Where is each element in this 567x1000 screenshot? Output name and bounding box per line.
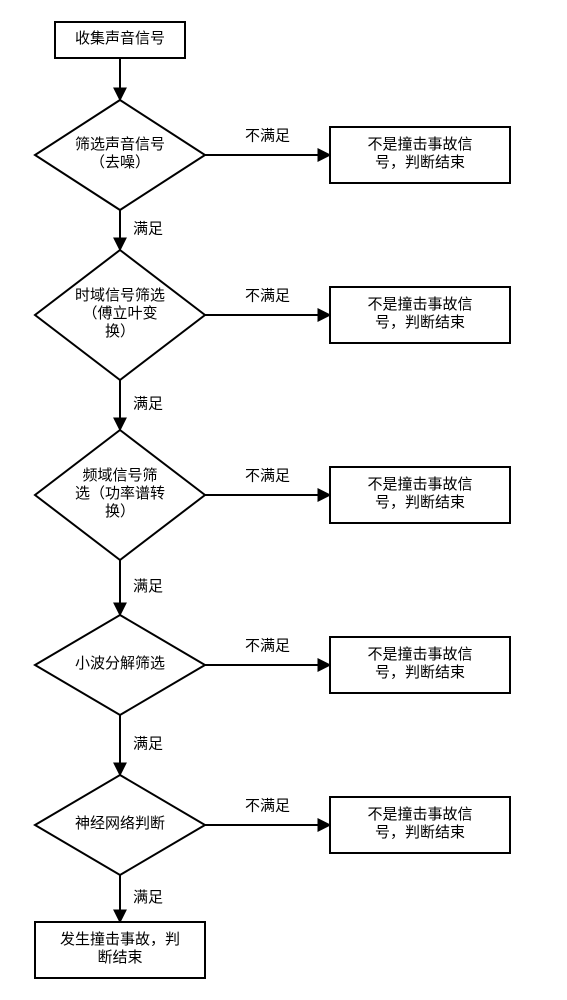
node-text-d5: 神经网络判断 bbox=[75, 815, 165, 832]
edge-label-yes: 满足 bbox=[133, 735, 163, 752]
edge-label-yes: 满足 bbox=[133, 220, 163, 237]
edge-label-no: 不满足 bbox=[245, 637, 290, 654]
edge-label-yes: 满足 bbox=[133, 889, 163, 906]
edge-label-yes: 满足 bbox=[133, 395, 163, 412]
node-text-d4: 小波分解筛选 bbox=[75, 655, 165, 672]
edge-label-no: 不满足 bbox=[245, 467, 290, 484]
edge-label-no: 不满足 bbox=[245, 287, 290, 304]
edge-label-no: 不满足 bbox=[245, 127, 290, 144]
edge-label-no: 不满足 bbox=[245, 797, 290, 814]
edge-label-yes: 满足 bbox=[133, 578, 163, 595]
node-text-start: 收集声音信号 bbox=[75, 29, 165, 47]
flowchart: 满足满足满足满足满足不满足不满足不满足不满足不满足收集声音信号筛选声音信号（去噪… bbox=[0, 0, 567, 1000]
